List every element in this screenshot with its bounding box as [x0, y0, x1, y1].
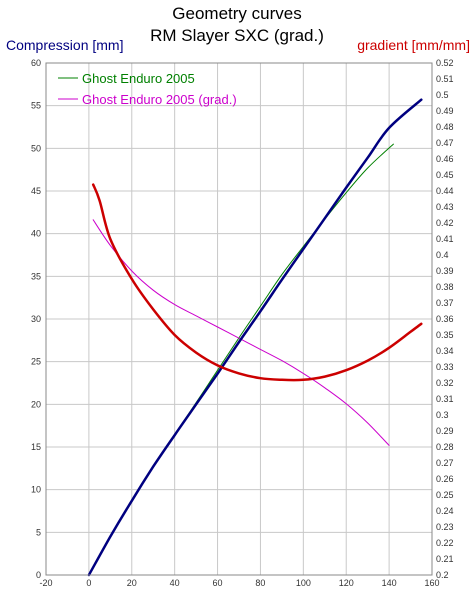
- legend: Ghost Enduro 2005 Ghost Enduro 2005 (grad…: [58, 71, 237, 107]
- y-left-tick-label: 20: [31, 399, 41, 409]
- y-right-tick-label: 0.48: [436, 122, 454, 132]
- y-right-tick-label: 0.23: [436, 522, 454, 532]
- y-axis-right-label: gradient [mm/mm]: [357, 37, 470, 53]
- y-right-tick-label: 0.3: [436, 410, 449, 420]
- series-layer: [87, 98, 423, 577]
- y-left-tick-label: 30: [31, 314, 41, 324]
- y-right-tick-label: 0.36: [436, 314, 454, 324]
- y-right-tick-label: 0.29: [436, 426, 454, 436]
- plot-frame: [45, 62, 433, 576]
- y-left-tick-label: 45: [31, 186, 41, 196]
- x-tick-label: 80: [255, 578, 265, 588]
- y-left-tick-label: 10: [31, 485, 41, 495]
- y-right-tick-label: 0.27: [436, 458, 454, 468]
- y-right-tick-label: 0.34: [436, 346, 454, 356]
- series-line-3: [91, 183, 423, 382]
- y-right-tick-label: 0.28: [436, 442, 454, 452]
- y-right-tick-label: 0.21: [436, 554, 454, 564]
- x-tick-label: 20: [127, 578, 137, 588]
- y-right-tick-label: 0.47: [436, 138, 454, 148]
- chart-title: Geometry curves: [172, 4, 302, 23]
- y-left-tick-label: 5: [36, 527, 41, 537]
- y-right-tick-label: 0.42: [436, 218, 454, 228]
- y-right-tick-label: 0.32: [436, 378, 454, 388]
- y-right-tick-label: 0.31: [436, 394, 454, 404]
- series-line-1: [92, 219, 390, 446]
- y-right-tick-label: 0.46: [436, 154, 454, 164]
- legend-label-0: Ghost Enduro 2005: [82, 71, 195, 86]
- y-right-tick-label: 0.39: [436, 266, 454, 276]
- legend-label-1: Ghost Enduro 2005 (grad.): [82, 92, 237, 107]
- x-tick-label: -20: [39, 578, 52, 588]
- y-right-tick-label: 0.35: [436, 330, 454, 340]
- y-left-tick-label: 40: [31, 229, 41, 239]
- y-right-tick-label: 0.25: [436, 490, 454, 500]
- x-tick-label: 140: [382, 578, 397, 588]
- y-right-tick-label: 0.26: [436, 474, 454, 484]
- y-left-tick-label: 0: [36, 570, 41, 580]
- y-right-tick-label: 0.51: [436, 74, 454, 84]
- grid: [45, 62, 433, 576]
- chart-subtitle: RM Slayer SXC (grad.): [150, 26, 324, 45]
- series-line-0: [88, 143, 394, 576]
- y-left-tick-label: 60: [31, 58, 41, 68]
- tick-labels: -20 0 20 40 60 80 100 120 140 1600510152025303540…: [31, 58, 454, 588]
- y-right-tick-label: 0.5: [436, 90, 449, 100]
- y-right-tick-label: 0.45: [436, 170, 454, 180]
- y-right-tick-label: 0.52: [436, 58, 454, 68]
- y-right-tick-label: 0.41: [436, 234, 454, 244]
- y-right-tick-label: 0.43: [436, 202, 454, 212]
- x-tick-label: 160: [424, 578, 439, 588]
- y-axis-left-label: Compression [mm]: [6, 37, 124, 53]
- y-right-tick-label: 0.38: [436, 282, 454, 292]
- y-left-tick-label: 35: [31, 271, 41, 281]
- y-right-tick-label: 0.24: [436, 506, 454, 516]
- series-line-2: [87, 98, 423, 577]
- axes: [45, 62, 433, 576]
- x-tick-label: 120: [339, 578, 354, 588]
- y-right-tick-label: 0.49: [436, 106, 454, 116]
- y-right-tick-label: 0.33: [436, 362, 454, 372]
- y-right-tick-label: 0.2: [436, 570, 449, 580]
- x-tick-label: 60: [213, 578, 223, 588]
- y-right-tick-label: 0.4: [436, 250, 449, 260]
- x-tick-label: 100: [296, 578, 311, 588]
- y-left-tick-label: 50: [31, 143, 41, 153]
- y-right-tick-label: 0.44: [436, 186, 454, 196]
- y-left-tick-label: 55: [31, 101, 41, 111]
- y-right-tick-label: 0.37: [436, 298, 454, 308]
- x-tick-label: 0: [86, 578, 91, 588]
- y-left-tick-label: 15: [31, 442, 41, 452]
- x-tick-label: 40: [170, 578, 180, 588]
- y-right-tick-label: 0.22: [436, 538, 454, 548]
- y-left-tick-label: 25: [31, 357, 41, 367]
